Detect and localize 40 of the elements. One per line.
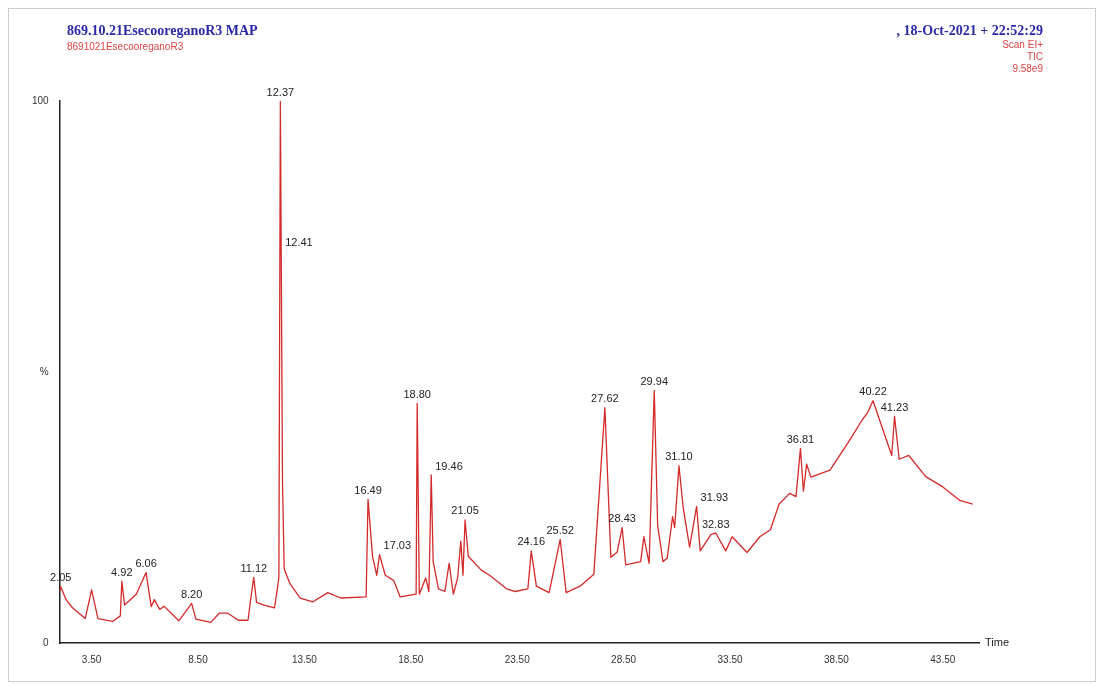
annotation: 4.92 (111, 565, 133, 578)
chart-subtitle: 8691021EsecooreganoR3 (67, 41, 184, 52)
annotation: 11.12 (240, 561, 268, 574)
text: TIC (1025, 51, 1043, 63)
text: , 18-Oct-2021 + 22:52:29 (896, 23, 1043, 39)
y-tick-label: % (39, 365, 49, 377)
annotation: 12.37 (266, 85, 295, 98)
annotation: 6.06 (135, 557, 157, 570)
annotation: 21.05 (451, 504, 479, 517)
x-tick-label: 8.50 (188, 653, 209, 665)
annotation: 24.16 (517, 535, 546, 548)
annotation: 16.49 (354, 483, 382, 496)
y-tick-label: 0 (43, 636, 50, 648)
text: Scan EI+ (1001, 39, 1043, 51)
x-tick-label: 3.50 (81, 653, 102, 665)
annotation: 19.46 (435, 459, 463, 472)
x-tick-label: 28.50 (611, 653, 637, 665)
annotation: 41.23 (880, 400, 909, 413)
y-tick-label: 100 (32, 94, 50, 106)
annotation: 17.03 (383, 539, 412, 552)
x-tick-label: 23.50 (504, 653, 531, 665)
annotation: 18.80 (403, 387, 431, 400)
x-tick-label: 38.50 (823, 653, 850, 665)
annotation: 25.52 (546, 524, 574, 537)
x-tick-label: 33.50 (717, 653, 743, 665)
annotation: 31.10 (665, 450, 693, 463)
annotation: 40.22 (859, 385, 887, 398)
annotation: 8.20 (180, 587, 203, 600)
x-axis-title: Time (985, 636, 1010, 649)
annotation: 36.81 (786, 432, 815, 445)
annotation: 29.94 (640, 374, 669, 387)
x-tick-label: 13.50 (291, 653, 318, 665)
annotation: 32.83 (702, 517, 730, 530)
x-tick-label: 43.50 (930, 653, 956, 665)
annotation: 27.62 (591, 392, 619, 405)
text: 9.58e9 (1011, 63, 1043, 75)
chart-title: 869.10.21EsecooreganoR3 MAP (67, 23, 258, 39)
annotation: 31.93 (700, 490, 729, 503)
x-tick-label: 18.50 (398, 653, 424, 665)
annotation: 12.41 (285, 235, 313, 248)
